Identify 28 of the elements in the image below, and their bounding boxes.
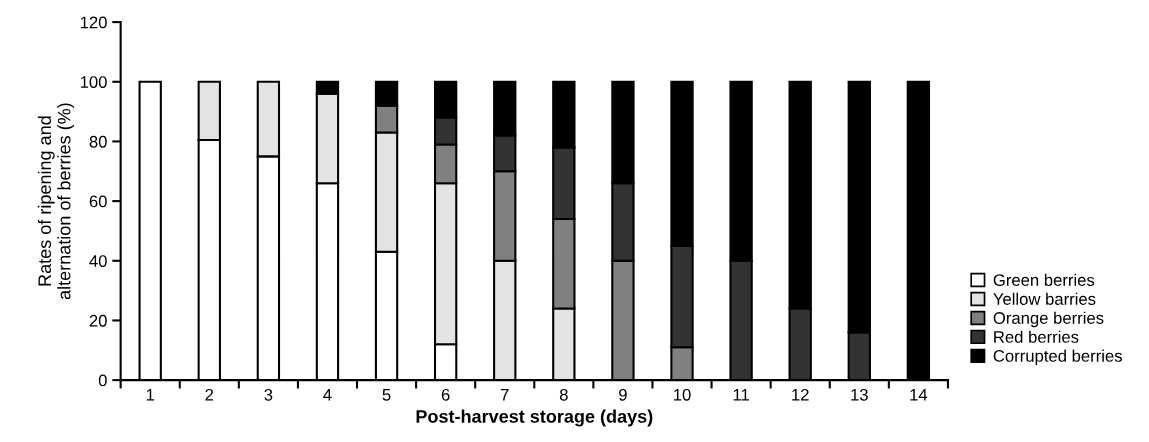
- x-tick-label: 2: [205, 388, 214, 401]
- y-tick-label: 40: [89, 255, 107, 267]
- x-tick-label: 1: [146, 389, 155, 401]
- y-tick-label: 0: [98, 374, 107, 387]
- x-tick-label: 4: [323, 389, 332, 401]
- y-tick-label: 60: [89, 195, 107, 208]
- legend-label: Yellow barries: [993, 292, 1096, 305]
- y-tick-label: 20: [89, 314, 107, 327]
- y-axis-title: Rates of ripening and alternation of berries (%): [37, 103, 75, 300]
- x-axis-title: Post-harvest storage (days): [416, 409, 653, 427]
- x-tick-label: 9: [619, 388, 627, 401]
- legend-label: Orange berries: [993, 311, 1104, 328]
- x-tick-label: 11: [733, 389, 749, 401]
- x-tick-label: 6: [441, 388, 450, 401]
- x-tick-label: 7: [500, 389, 509, 401]
- x-tick-label: 8: [559, 388, 568, 401]
- y-tick-label: 100: [80, 76, 107, 88]
- x-tick-label: 10: [674, 388, 691, 401]
- x-tick-label: 12: [792, 388, 809, 401]
- x-tick-label: 13: [851, 388, 868, 401]
- x-tick-label: 5: [382, 389, 391, 401]
- x-tick-label: 3: [264, 388, 273, 401]
- legend-label: Red berries: [994, 330, 1079, 343]
- legend-label: Corrupted berries: [993, 349, 1122, 366]
- x-tick-label: 14: [910, 389, 928, 401]
- y-tick-label: 120: [80, 16, 107, 29]
- y-tick-label: 80: [89, 135, 107, 148]
- legend-label: Green berries: [993, 273, 1095, 286]
